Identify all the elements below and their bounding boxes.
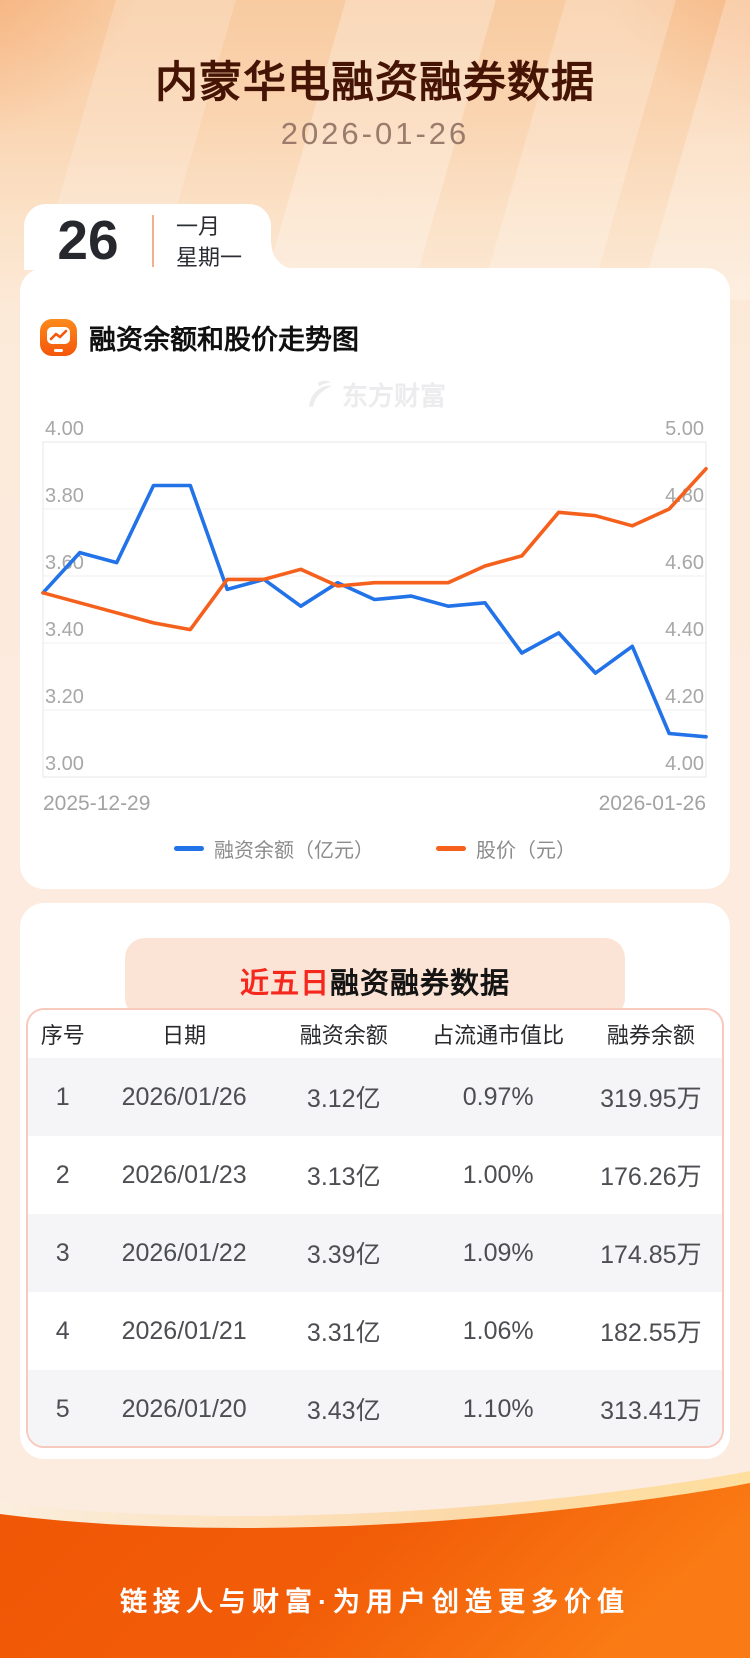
table-row: 2 2026/01/23 3.13亿 1.00% 176.26万 (28, 1136, 722, 1214)
table-cell: 3.43亿 (306, 1397, 381, 1425)
legend-swatch (174, 846, 204, 851)
table-cell: 3.13亿 (306, 1163, 381, 1191)
legend-item: 融资余额（亿元） (174, 834, 374, 863)
table-cell: 1 (55, 1082, 70, 1111)
table-cell: 1.06% (462, 1316, 534, 1345)
table-cell: 182.55万 (600, 1319, 702, 1347)
date-card-fillet (271, 244, 297, 270)
svg-text:3.40: 3.40 (45, 619, 84, 641)
trend-chart-icon (40, 319, 77, 356)
table-column-header: 日期 (162, 1023, 207, 1048)
weekday-label: 星期一 (176, 245, 243, 270)
chart-card: 融资余额和股价走势图 东方财富 4.00 5.00 3.80 4.80 3.60 4.60… (20, 268, 730, 889)
svg-text:2026-01-26: 2026-01-26 (599, 792, 706, 815)
table-cell: 2026/01/22 (121, 1238, 247, 1267)
table-cell: 2026/01/26 (121, 1082, 247, 1111)
chart-section-header: 融资余额和股价走势图 (40, 318, 359, 357)
table-column-header: 融券余额 (606, 1023, 695, 1048)
footer-slogan: 链接人与财富·为用户创造更多价值 (120, 1587, 630, 1617)
margin-data-table-box: 序号 日期 融资余额 占流通市值比 融券余额 1 2026/01/26 3.12亿 0.97%… (26, 1008, 724, 1448)
chart-icon-screen (47, 327, 70, 344)
table-cell: 3 (55, 1238, 70, 1267)
table-row: 3 2026/01/22 3.39亿 1.09% 174.85万 (28, 1214, 722, 1292)
table-header-row: 序号 日期 融资余额 占流通市值比 融券余额 (28, 1010, 722, 1058)
svg-text:5.00: 5.00 (665, 418, 704, 440)
footer-wave (0, 1471, 750, 1658)
table-cell: 174.85万 (600, 1241, 702, 1269)
title-rest: 融资融券数据 (330, 968, 511, 1000)
table-cell: 1.09% (462, 1238, 534, 1267)
chart-legend: 融资余额（亿元） 股价（元） (20, 834, 730, 863)
table-cell: 3.12亿 (306, 1085, 381, 1113)
date-card: 26 一月 星期一 (24, 201, 271, 273)
page-title: 内蒙华电融资融券数据 (155, 59, 595, 107)
table-cell: 319.95万 (600, 1085, 702, 1113)
table-column-header: 占流通市值比 (432, 1023, 565, 1048)
svg-text:3.20: 3.20 (45, 686, 84, 708)
table-column-header: 序号 (40, 1023, 85, 1048)
chart-section-title: 融资余额和股价走势图 (89, 325, 359, 355)
eastmoney-logo-icon (308, 380, 333, 407)
title-highlight: 近五日 (239, 968, 330, 1000)
table-cell: 1.10% (462, 1394, 534, 1423)
watermark-text: 东方财富 (341, 381, 447, 411)
table-cell: 2026/01/21 (121, 1316, 247, 1345)
page-date: 2026-01-26 (280, 116, 470, 151)
legend-item: 股价（元） (436, 834, 576, 863)
table-section-title: 近五日融资融券数据 (125, 938, 625, 1018)
table-row: 4 2026/01/21 3.31亿 1.06% 182.55万 (28, 1292, 722, 1370)
table-row: 1 2026/01/26 3.12亿 0.97% 319.95万 (28, 1058, 722, 1136)
trend-chart: 4.00 5.003.80 4.803.60 4.603.40 4.403.20 4.20… (41, 418, 708, 815)
day-number: 26 (57, 209, 119, 271)
legend-swatch (436, 846, 466, 851)
table-cell: 2026/01/23 (121, 1160, 247, 1189)
margin-data-table: 序号 日期 融资余额 占流通市值比 融券余额 1 2026/01/26 3.12亿 0.97%… (28, 1010, 722, 1446)
watermark: 东方财富 (304, 376, 446, 413)
table-cell: 3.31亿 (306, 1319, 381, 1347)
table-cell: 2026/01/20 (121, 1394, 247, 1423)
svg-text:4.40: 4.40 (665, 619, 704, 641)
svg-text:3.00: 3.00 (45, 753, 84, 775)
month-label: 一月 (176, 214, 221, 239)
table-cell: 176.26万 (600, 1163, 702, 1191)
svg-text:4.80: 4.80 (665, 485, 704, 507)
svg-text:2025-12-29: 2025-12-29 (43, 792, 150, 815)
month-weekday: 一月 星期一 (154, 201, 242, 273)
table-cell: 3.39亿 (306, 1241, 381, 1269)
legend-label: 股价（元） (476, 840, 576, 862)
svg-text:3.80: 3.80 (45, 485, 84, 507)
date-divider (152, 215, 154, 267)
table-row: 5 2026/01/20 3.43亿 1.10% 313.41万 (28, 1370, 722, 1446)
svg-text:4.00: 4.00 (45, 418, 84, 440)
svg-text:4.00: 4.00 (665, 753, 704, 775)
table-cell: 4 (55, 1316, 70, 1345)
svg-text:4.20: 4.20 (665, 686, 704, 708)
table-column-header: 融资余额 (299, 1023, 388, 1048)
svg-text:4.60: 4.60 (665, 552, 704, 574)
chart-icon-base (54, 349, 63, 352)
legend-label: 融资余额（亿元） (214, 840, 374, 862)
table-cell: 313.41万 (600, 1397, 702, 1425)
table-cell: 2 (55, 1160, 70, 1189)
chart-icon-zigzag (49, 329, 68, 341)
table-cell: 1.00% (462, 1160, 534, 1189)
table-cell: 0.97% (462, 1082, 534, 1111)
table-cell: 5 (55, 1394, 70, 1423)
